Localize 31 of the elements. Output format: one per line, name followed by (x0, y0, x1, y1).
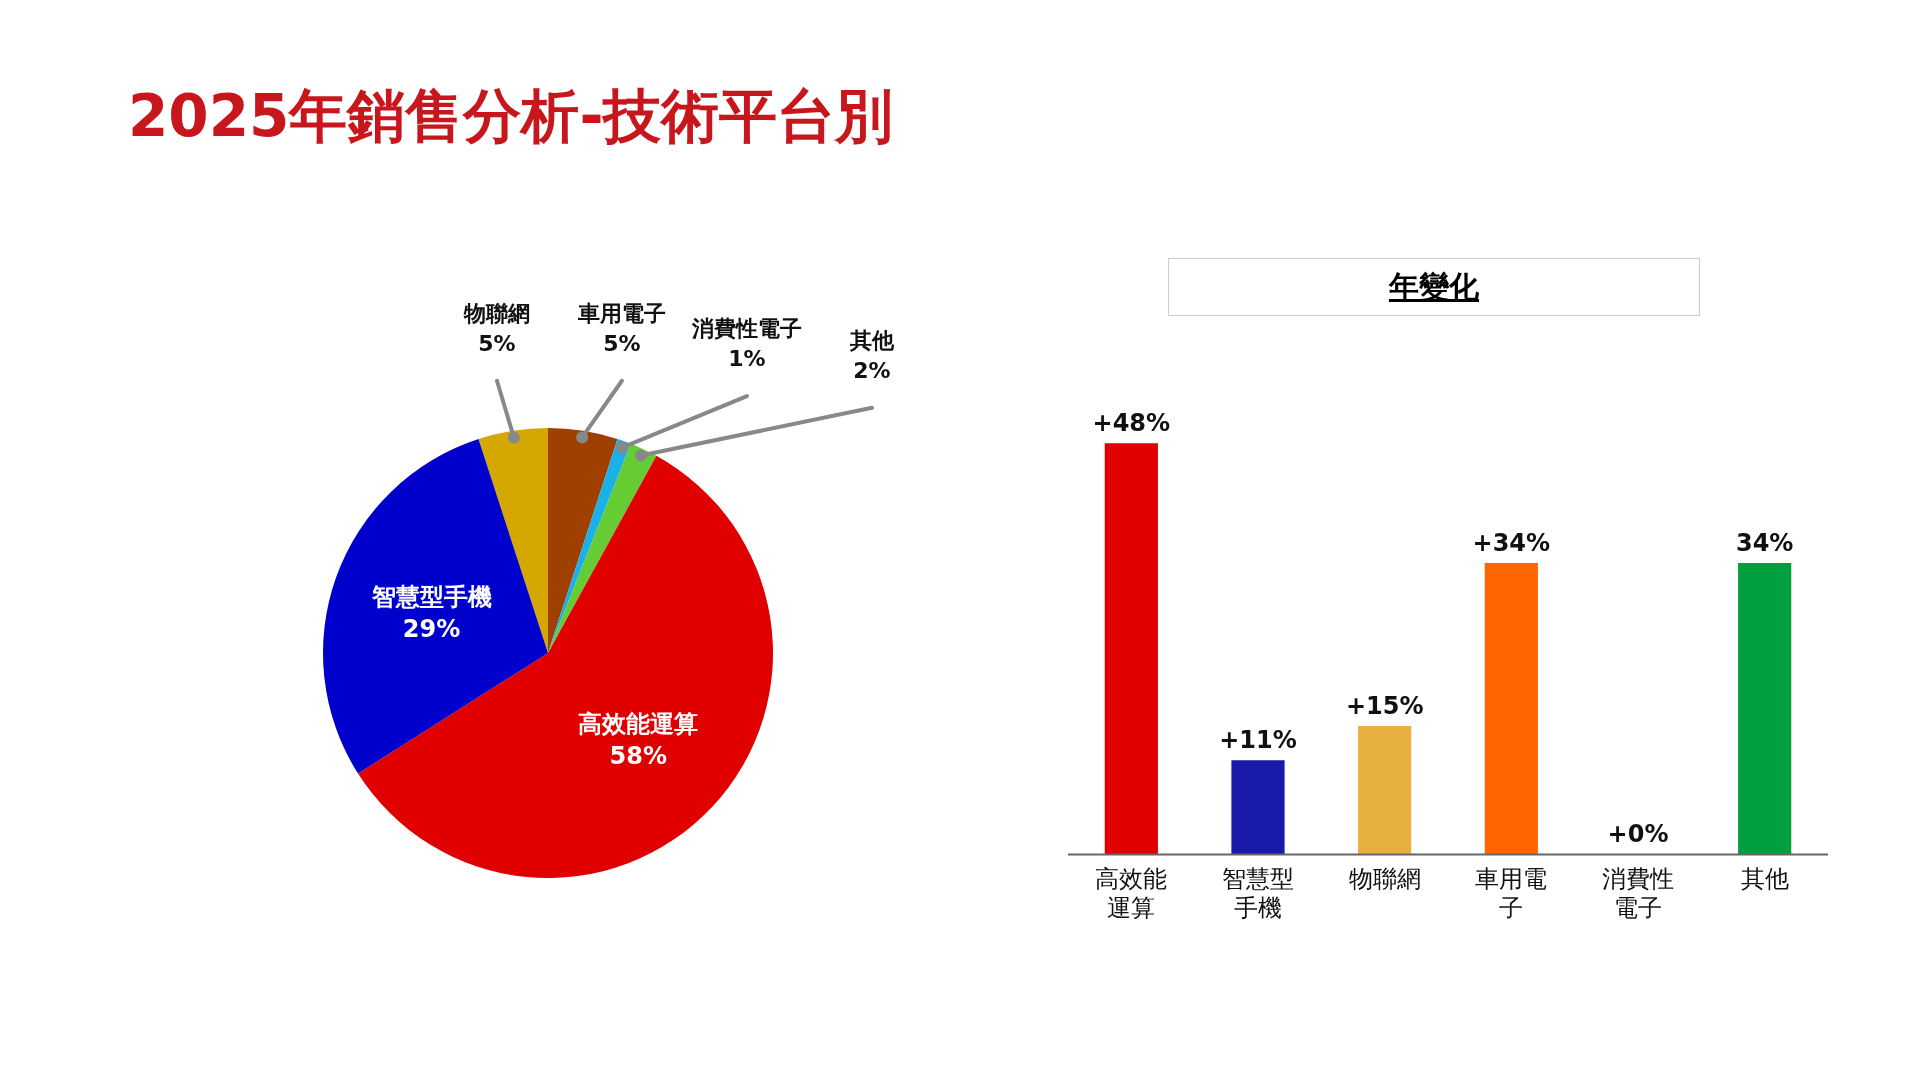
bar (1231, 760, 1285, 855)
slice-label: 消費性電子 (690, 316, 802, 342)
bar (1738, 563, 1792, 855)
slice-label: 其他 (848, 327, 895, 353)
slice-label: 高效能運算 (578, 709, 699, 738)
slice-label: 物聯網 (462, 300, 530, 326)
slice-label: 智慧型手機 (370, 583, 492, 612)
bar (1358, 725, 1412, 855)
chart-title: 年變化 (1168, 258, 1700, 316)
data-label: +0% (1607, 820, 1669, 849)
data-label: 58% (609, 741, 667, 770)
x-tick-label: 智慧型手機 (1222, 865, 1294, 922)
data-label: +15% (1345, 691, 1424, 720)
data-label: +48% (1092, 409, 1171, 438)
data-label: +34% (1472, 529, 1551, 558)
data-label: 1% (728, 346, 766, 372)
x-tick-label: 車用電子 (1475, 865, 1548, 922)
bar (1484, 563, 1538, 855)
data-label: +11% (1219, 726, 1297, 755)
data-label: 29% (402, 615, 461, 644)
chart-title: 2025年銷售分析-技術平台別 (128, 81, 894, 152)
x-tick-label: 消費性電子 (1602, 865, 1674, 922)
slice-label: 車用電子 (576, 300, 666, 326)
data-label: 5% (603, 330, 641, 356)
data-label: 34% (1735, 529, 1794, 558)
data-label: 5% (478, 330, 516, 356)
x-tick-label: 物聯網 (1348, 865, 1421, 894)
x-tick-label: 高效能運算 (1095, 865, 1168, 922)
data-label: 2% (853, 357, 891, 383)
bar (1104, 443, 1158, 855)
x-tick-label: 其他 (1740, 865, 1789, 894)
